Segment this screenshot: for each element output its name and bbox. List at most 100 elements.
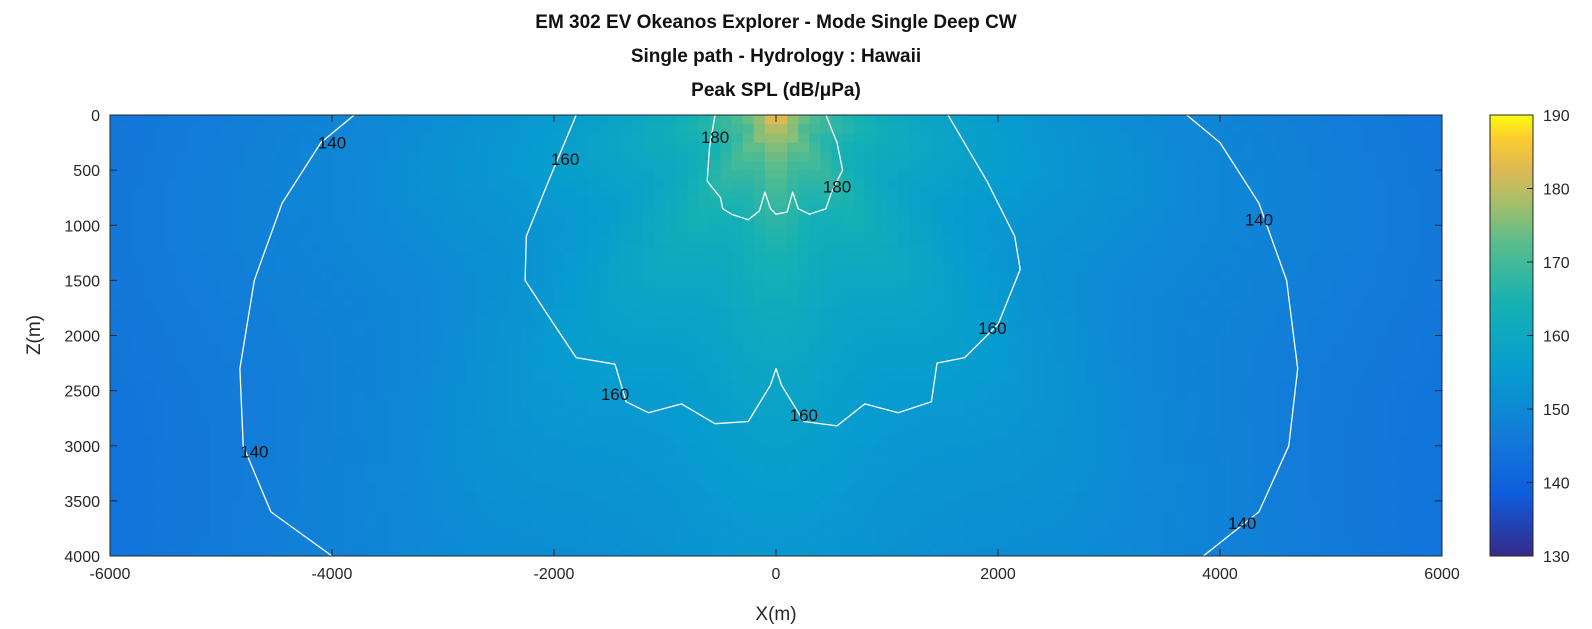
heatmap-cell: [209, 326, 222, 337]
heatmap-cell: [898, 115, 910, 125]
heatmap-cell: [343, 317, 355, 327]
heatmap-cell: [776, 390, 788, 401]
heatmap-cell: [953, 206, 966, 217]
heatmap-cell: [709, 390, 722, 401]
heatmap-cell: [653, 133, 666, 144]
heatmap-cell: [1053, 409, 1066, 419]
heatmap-cell: [320, 307, 333, 318]
heatmap-cell: [1142, 115, 1154, 125]
heatmap-cell: [554, 519, 566, 530]
heatmap-cell: [498, 216, 511, 226]
heatmap-cell: [531, 206, 544, 217]
heatmap-cell: [110, 491, 122, 502]
heatmap-cell: [1153, 335, 1166, 346]
heatmap-cell: [454, 326, 466, 337]
heatmap-cell: [787, 454, 799, 465]
heatmap-cell: [565, 409, 577, 419]
heatmap-cell: [842, 243, 855, 254]
heatmap-cell: [576, 271, 588, 281]
heatmap-cell: [143, 335, 155, 346]
heatmap-cell: [1109, 206, 1121, 217]
heatmap-cell: [620, 344, 633, 355]
heatmap-cell: [110, 206, 122, 217]
heatmap-cell: [853, 491, 866, 502]
heatmap-cell: [243, 142, 255, 153]
heatmap-cell: [1186, 262, 1199, 272]
heatmap-cell: [931, 160, 944, 171]
heatmap-cell: [132, 197, 144, 208]
heatmap-cell: [542, 271, 555, 281]
heatmap-cell: [221, 537, 233, 548]
heatmap-cell: [920, 510, 932, 520]
heatmap-cell: [132, 546, 144, 556]
heatmap-cell: [154, 271, 167, 281]
heatmap-cell: [565, 151, 577, 162]
heatmap-cell: [1120, 491, 1132, 502]
heatmap-cell: [753, 280, 766, 291]
heatmap-cell: [820, 436, 833, 447]
heatmap-cell: [187, 307, 200, 318]
heatmap-cell: [742, 326, 755, 337]
heatmap-cell: [587, 124, 599, 134]
heatmap-cell: [798, 160, 810, 171]
heatmap-cell: [309, 454, 322, 465]
heatmap-cell: [143, 510, 155, 520]
heatmap-cell: [509, 464, 522, 474]
heatmap-cell: [931, 399, 944, 410]
heatmap-cell: [398, 225, 411, 236]
heatmap-cell: [1120, 335, 1132, 346]
heatmap-cell: [931, 216, 944, 226]
heatmap-cell: [1153, 464, 1166, 474]
heatmap-cell: [720, 216, 733, 226]
heatmap-cell: [687, 280, 699, 291]
heatmap-cell: [1075, 390, 1088, 401]
heatmap-cell: [276, 280, 289, 291]
heatmap-cell: [953, 160, 966, 171]
heatmap-cell: [110, 353, 122, 364]
heatmap-cell: [531, 142, 544, 153]
heatmap-cell: [820, 216, 833, 226]
heatmap-cell: [787, 252, 799, 263]
heatmap-cell: [676, 528, 688, 539]
heatmap-cell: [653, 216, 666, 226]
heatmap-cell: [709, 243, 722, 254]
heatmap-cell: [110, 115, 122, 125]
heatmap-cell: [1020, 170, 1032, 180]
heatmap-cell: [909, 353, 921, 364]
heatmap-cell: [1231, 335, 1243, 346]
heatmap-cell: [443, 399, 455, 410]
heatmap-cell: [354, 151, 366, 162]
heatmap-cell: [676, 381, 688, 392]
heatmap-cell: [243, 353, 255, 364]
heatmap-cell: [709, 271, 722, 281]
heatmap-cell: [665, 280, 677, 291]
heatmap-cell: [653, 326, 666, 337]
heatmap-cell: [798, 372, 810, 383]
heatmap-cell: [953, 418, 966, 428]
heatmap-cell: [998, 142, 1010, 153]
heatmap-cell: [598, 151, 611, 162]
heatmap-cell: [809, 280, 821, 291]
heatmap-cell: [143, 234, 155, 245]
heatmap-cell: [343, 482, 355, 493]
heatmap-cell: [1175, 197, 1188, 208]
heatmap-cell: [1164, 418, 1177, 428]
heatmap-cell: [1075, 418, 1088, 428]
heatmap-cell: [1042, 170, 1055, 180]
heatmap-cell: [931, 500, 944, 511]
heatmap-cell: [121, 252, 133, 263]
heatmap-cell: [176, 491, 189, 502]
heatmap-cell: [1086, 234, 1099, 245]
heatmap-cell: [520, 464, 533, 474]
heatmap-cell: [598, 271, 611, 281]
heatmap-cell: [254, 234, 266, 245]
heatmap-cell: [609, 298, 622, 309]
heatmap-cell: [276, 326, 289, 337]
heatmap-cell: [298, 335, 311, 346]
heatmap-cell: [698, 519, 710, 530]
heatmap-cell: [720, 381, 733, 392]
heatmap-cell: [787, 243, 799, 254]
heatmap-cell: [309, 436, 322, 447]
heatmap-cell: [187, 491, 200, 502]
heatmap-cell: [842, 409, 855, 419]
